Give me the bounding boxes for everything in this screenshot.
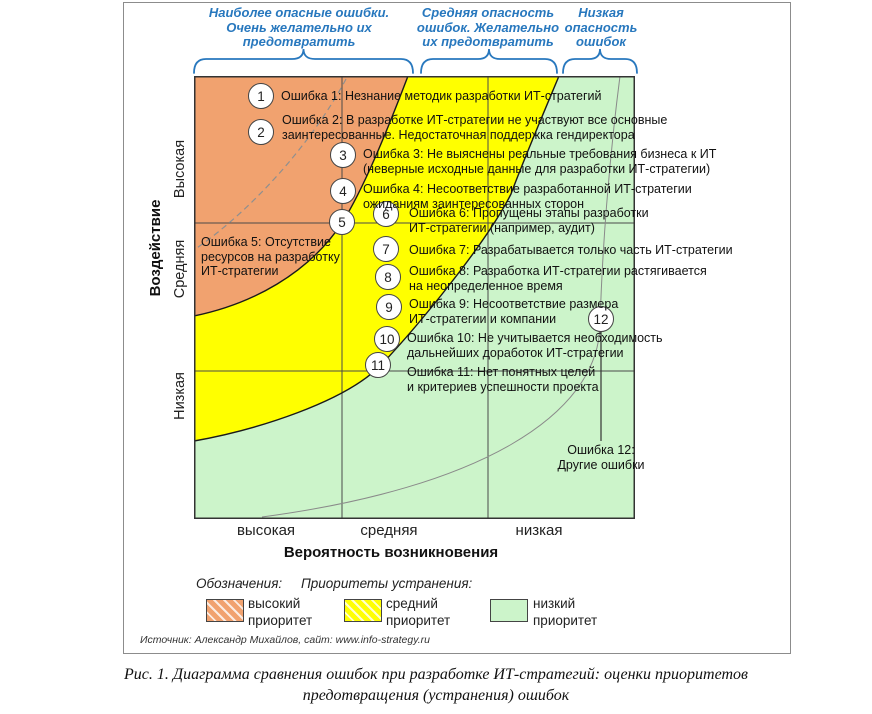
error-marker-10: 10 — [374, 326, 400, 352]
plot-border — [194, 76, 635, 519]
error-label-1: Ошибка 1: Незнание методик разработки ИТ… — [281, 89, 602, 103]
boundary-medium-low — [194, 76, 560, 442]
top-risk-label-line: их предотвратить — [422, 34, 554, 49]
zone-high-priority — [194, 76, 408, 316]
error-marker-4: 4 — [330, 178, 356, 204]
error-label-4: Ошибка 4: Несоответствие разработанной И… — [363, 182, 692, 211]
legend-swatch-low — [490, 599, 528, 622]
error-label-5: Ошибка 5: Отсутствие ресурсов на разрабо… — [201, 235, 340, 278]
top-risk-label-line: ошибок. Желательно — [416, 19, 560, 35]
x-axis-tick-high: высокая — [236, 522, 296, 539]
legend-swatch-high — [206, 599, 244, 622]
figure-caption: Рис. 1. Диаграмма сравнения ошибок при р… — [124, 666, 748, 704]
error-marker-12: 12 — [588, 306, 614, 332]
error-marker-9: 9 — [376, 294, 402, 320]
top-risk-label-line: Средняя опасность — [421, 5, 555, 20]
top-risk-label-line: Очень желательно их — [226, 19, 372, 35]
legend-title: Обозначения: — [196, 576, 283, 591]
source-note: Источник: Александр Михайлов, сайт: www.… — [140, 634, 430, 646]
iso-curve-low-zone — [261, 76, 621, 518]
error-label-2: Ошибка 2: В разработке ИТ-стратегии не у… — [282, 113, 668, 142]
top-risk-label-medium: Средняя опасность ошибок. Желательно их … — [413, 5, 563, 50]
iso-curve-dashed — [194, 78, 347, 251]
top-risk-label-line: опасность — [564, 19, 638, 35]
top-risk-label-line: Наиболее опасные ошибки. — [208, 5, 390, 20]
y-axis-tick-low: Низкая — [172, 372, 188, 420]
top-risk-label-low: Низкая опасность ошибок — [551, 5, 651, 50]
error-label-7: Ошибка 7: Разрабатывается только часть И… — [409, 243, 733, 257]
error-label-10: Ошибка 10: Не учитывается необходимость … — [407, 331, 663, 360]
y-axis-tick-medium: Средняя — [172, 239, 188, 299]
error-marker-8: 8 — [375, 264, 401, 290]
legend-label-high: высокий приоритет — [248, 596, 313, 628]
error-marker-11: 11 — [365, 352, 391, 378]
brace-low-icon — [562, 49, 638, 74]
brace-high-icon — [193, 49, 414, 74]
legend-label-medium: средний приоритет — [386, 596, 451, 628]
brace-medium-icon — [420, 49, 558, 74]
error-marker-7: 7 — [373, 236, 399, 262]
error-marker-1: 1 — [248, 83, 274, 109]
error-marker-6: 6 — [373, 201, 399, 227]
figure-box: Наиболее опасные ошибки. Очень желательн… — [123, 2, 791, 654]
error-label-12: Ошибка 12: Другие ошибки — [557, 443, 645, 472]
x-axis-tick-low: низкая — [515, 522, 563, 539]
error-label-9: Ошибка 9: Несоответствие размера ИТ-стра… — [409, 297, 619, 326]
error-marker-2: 2 — [248, 119, 274, 145]
legend-subtitle: Приоритеты устранения: — [301, 576, 473, 591]
error-label-11: Ошибка 11: Нет понятных целей и критерие… — [407, 365, 599, 394]
braces-graphic — [193, 49, 638, 74]
top-risk-label-line: Низкая — [578, 5, 624, 20]
error-label-8: Ошибка 8: Разработка ИТ-стратегии растяг… — [409, 264, 707, 293]
error-label-3: Ошибка 3: Не выяснены реальные требовани… — [363, 147, 717, 176]
legend-swatch-medium — [344, 599, 382, 622]
error-marker-3: 3 — [330, 142, 356, 168]
y-axis-title: Воздействие — [147, 199, 164, 297]
error-label-6: Ошибка 6: Пропущены этапы разработки ИТ-… — [409, 206, 649, 235]
legend-label-low: низкий приоритет — [533, 596, 598, 628]
error-marker-5: 5 — [329, 209, 355, 235]
top-risk-label-line: предотвратить — [242, 34, 356, 49]
x-axis-title: Вероятность возникновения — [283, 544, 499, 561]
top-risk-label-line: ошибок — [575, 34, 627, 49]
top-risk-label-high: Наиболее опасные ошибки. Очень желательн… — [179, 5, 419, 50]
x-axis-tick-medium: средняя — [360, 522, 418, 539]
y-axis-tick-high: Высокая — [172, 139, 188, 199]
